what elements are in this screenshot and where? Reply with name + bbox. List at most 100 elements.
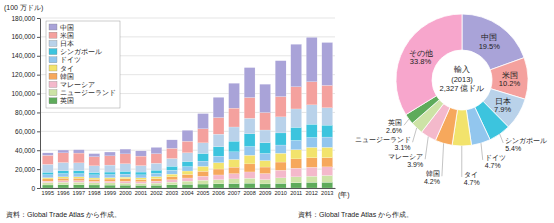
bar-segment <box>306 124 317 137</box>
y-tick-label: 120,000 <box>12 71 36 78</box>
bar-segment <box>73 163 84 171</box>
x-tick: 2004 <box>181 188 193 196</box>
bar-segment <box>260 130 271 143</box>
bar-segment <box>213 175 224 180</box>
bar-segment <box>260 161 271 168</box>
legend-label: 米国 <box>60 32 74 39</box>
bar-segment <box>167 185 178 188</box>
y-tick-label: 160,000 <box>12 33 36 40</box>
bar-segment <box>244 172 255 178</box>
bar-segment <box>167 182 178 185</box>
bar-segment <box>73 177 84 178</box>
bar-segment <box>89 166 100 173</box>
x-tick: 2008 <box>243 188 255 196</box>
bar-segment <box>275 145 286 153</box>
leader-line <box>404 119 409 125</box>
bar-segment <box>198 171 209 176</box>
bar-segment <box>322 85 333 107</box>
bar-segment <box>260 84 271 112</box>
bar-segment <box>229 141 240 152</box>
x-tick: 2000 <box>119 188 131 196</box>
legend-swatch <box>49 65 57 71</box>
legend-label: ニュージーランド <box>60 89 116 96</box>
bar-segment <box>151 181 162 183</box>
x-tick: 2002 <box>150 188 162 196</box>
bar-segment <box>42 153 53 155</box>
bar-segment <box>229 83 240 108</box>
legend-label: ドイツ <box>60 56 81 63</box>
y-tick-label: 60,000 <box>15 128 35 135</box>
bar-segment <box>73 153 84 163</box>
bar-segment <box>244 134 255 147</box>
bar-segment <box>213 118 224 135</box>
legend-swatch <box>49 57 57 63</box>
bar-segment <box>306 82 317 105</box>
bar-segment <box>198 143 209 154</box>
slice-name: 韓国 <box>426 170 440 177</box>
bar-segment <box>151 163 162 170</box>
legend-label: 英国 <box>60 97 74 104</box>
bar-segment <box>73 150 84 153</box>
bar-segment <box>198 161 209 166</box>
bar-segment <box>198 129 209 143</box>
y-tick: 120,000 <box>12 71 41 78</box>
data-label: 4.7% <box>485 162 501 169</box>
bar-segment <box>182 130 193 141</box>
chart-root: 020,00040,00060,00080,000100,000120,0001… <box>0 0 554 223</box>
leader-line <box>425 137 428 160</box>
x-tick-label: 2011 <box>290 190 302 196</box>
y-tick-mark <box>37 188 40 189</box>
bar-segment <box>322 167 333 176</box>
bar-segment <box>306 147 317 157</box>
bar-segment <box>291 140 302 149</box>
bar-segment <box>73 174 84 177</box>
y-tick-label: 140,000 <box>12 52 36 59</box>
pie-total: 2,327 億ドル <box>440 84 485 93</box>
bar-segment <box>322 137 333 147</box>
bar-segment <box>182 141 193 153</box>
bar-segment <box>213 184 224 188</box>
bar-segment <box>322 108 333 125</box>
bar-segment <box>135 172 146 175</box>
bar-segment <box>42 175 53 178</box>
x-tick-label: 2006 <box>212 190 224 196</box>
bar-segment <box>275 162 286 170</box>
x-tick-label: 2012 <box>305 190 317 196</box>
bar-segment <box>42 164 53 172</box>
x-tick: 1999 <box>104 188 116 196</box>
y-tick-mark <box>37 18 40 19</box>
bar-segment <box>198 180 209 184</box>
pie-title: 輸入 <box>454 65 470 74</box>
bar-segment <box>89 172 100 174</box>
background <box>0 0 554 223</box>
bar-segment <box>151 179 162 181</box>
data-label: 19.5% <box>479 42 501 51</box>
x-tick: 2010 <box>274 188 286 196</box>
y-tick-label: 20,000 <box>15 166 35 173</box>
bar-segment <box>58 153 69 163</box>
x-tick-label: 1999 <box>104 190 116 196</box>
bar-segment <box>89 157 100 166</box>
pie-subtitle: (2013) <box>451 75 473 84</box>
bar-segment <box>306 37 317 81</box>
bar-segment <box>291 159 302 168</box>
bar-segment <box>275 183 286 188</box>
leader-line <box>500 134 503 143</box>
y-axis-line <box>40 19 41 189</box>
bar-segment <box>213 163 224 169</box>
bar-segment <box>135 185 146 188</box>
bar-segment <box>275 117 286 133</box>
legend-label: マレーシア <box>60 81 95 88</box>
bar-segment <box>42 181 53 182</box>
y-tick: 0 <box>31 185 40 192</box>
bar-segment <box>229 159 240 167</box>
bar-segment <box>167 170 178 174</box>
bar-segment <box>198 153 209 161</box>
bar-segment <box>213 134 224 146</box>
bar-segment <box>42 185 53 188</box>
bar-series <box>42 82 332 166</box>
y-axis-title: (100 万ドル) <box>4 4 43 12</box>
slice-name: ニュージーランド <box>355 136 411 143</box>
bar-segment <box>120 171 131 174</box>
bar-segment <box>135 156 146 166</box>
